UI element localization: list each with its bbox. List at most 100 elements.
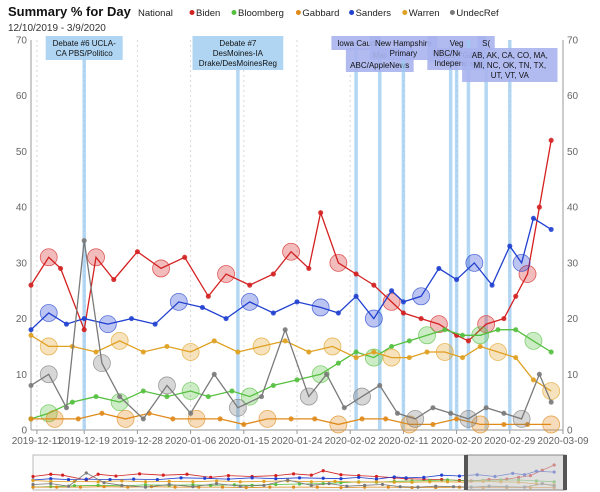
y-tick-label: 30 <box>16 258 28 269</box>
overview-point-gabbard <box>31 485 35 489</box>
point-bloomberg <box>69 399 75 405</box>
y-tick-label: 0 <box>21 426 27 437</box>
chart-title: Summary % for Day <box>8 4 132 19</box>
event-label: UT, VT, VA <box>491 71 530 80</box>
point-bloomberg <box>524 331 543 350</box>
overview-point-warren <box>31 478 35 483</box>
overview-point-warren <box>238 480 242 484</box>
point-warren <box>513 354 519 361</box>
point-warren <box>406 354 412 361</box>
point-sanders <box>489 282 495 288</box>
event-label: Iowa Cauc <box>337 39 375 48</box>
series-line-biden <box>30 140 552 342</box>
overview-point-undecref <box>286 478 290 482</box>
point-undecref <box>299 387 318 406</box>
point-bloomberg <box>270 382 276 389</box>
overview-point-warren <box>445 480 450 484</box>
event-label: Independent <box>434 59 479 68</box>
overview-point-gabbard <box>173 485 177 489</box>
overview-point-gabbard <box>126 485 130 489</box>
point-gabbard <box>99 410 105 416</box>
point-warren <box>489 343 507 361</box>
point-biden <box>152 259 170 278</box>
y-tick-label: 0 <box>567 426 573 437</box>
overview-point-warren <box>96 480 100 484</box>
point-sanders <box>453 276 460 283</box>
x-tick-label: 2020-03-09 <box>537 436 589 447</box>
overview-point-undecref <box>66 484 71 488</box>
point-undecref <box>459 409 478 428</box>
point-sanders <box>28 327 34 333</box>
point-biden <box>501 315 507 322</box>
event-label: NBC/Nevada <box>433 49 480 58</box>
overview-point-biden <box>274 474 278 478</box>
overview-point-sanders <box>392 475 396 479</box>
point-biden <box>217 265 235 283</box>
point-bloomberg <box>229 388 235 394</box>
point-sanders <box>436 265 442 272</box>
point-warren <box>435 343 454 361</box>
point-sanders <box>294 299 300 305</box>
overview-point-gabbard <box>78 485 82 489</box>
legend-swatch-warren <box>402 10 408 15</box>
overview-point-biden <box>440 477 444 482</box>
grid <box>30 40 564 431</box>
overview-point-gabbard <box>244 485 248 490</box>
overview-point-biden <box>309 473 313 477</box>
x-tick-label: 2020-02-11 <box>378 436 429 447</box>
point-undecref <box>258 393 265 400</box>
overview-point-undecref <box>416 485 420 489</box>
y-tick-label: 10 <box>16 370 28 381</box>
overview-point-biden <box>374 474 379 479</box>
point-sanders <box>63 321 70 327</box>
point-bloomberg <box>388 343 395 350</box>
overview-point-gabbard <box>102 485 106 489</box>
overview-brush[interactable] <box>31 454 567 491</box>
point-warren <box>459 354 466 361</box>
legend-label-bloomberg: Bloomberg <box>238 8 284 19</box>
point-bloomberg <box>548 349 554 355</box>
y-axis-left: 0 10 20 30 40 50 60 70 <box>16 36 28 437</box>
overview-point-undecref <box>434 484 438 488</box>
overview-point-warren <box>410 480 414 484</box>
point-gabbard <box>359 416 365 422</box>
overview-point-biden <box>31 474 35 479</box>
overview-point-sanders <box>274 477 278 481</box>
point-warren <box>235 349 241 355</box>
overview-point-gabbard <box>410 485 414 490</box>
point-biden <box>247 282 253 288</box>
series-line-warren <box>30 334 552 392</box>
overview-point-undecref <box>120 483 124 487</box>
overview-point-sanders <box>339 477 343 481</box>
overview-point-sanders <box>297 476 302 480</box>
point-biden <box>353 271 359 277</box>
overview-point-warren <box>333 479 337 483</box>
point-sanders <box>311 298 330 317</box>
legend-swatch-bloomberg <box>231 10 237 15</box>
overview-point-warren <box>191 480 195 484</box>
overview-point-undecref <box>214 481 219 486</box>
point-bloomberg <box>459 332 466 338</box>
point-biden <box>318 210 324 216</box>
event-box <box>462 48 558 82</box>
overview-point-biden <box>138 472 142 476</box>
point-warren <box>93 349 99 355</box>
point-bloomberg <box>418 326 436 345</box>
y-tick-label: 60 <box>16 91 28 102</box>
point-gabbard <box>75 416 81 422</box>
overview-point-gabbard <box>315 485 319 489</box>
point-undecref <box>353 387 371 406</box>
overview-point-warren <box>374 480 379 484</box>
event-label: Drake/DesMoinesReg <box>199 59 277 68</box>
series-layer <box>28 137 561 434</box>
overview-point-gabbard <box>268 485 272 489</box>
overview-point-undecref <box>345 484 349 488</box>
overview-point-biden <box>291 472 296 476</box>
point-sanders <box>388 288 395 294</box>
point-sanders <box>548 226 554 233</box>
overview-point-gabbard <box>339 485 343 490</box>
overview-point-warren <box>357 480 361 484</box>
overview-point-warren <box>309 480 313 484</box>
point-biden <box>518 265 537 283</box>
